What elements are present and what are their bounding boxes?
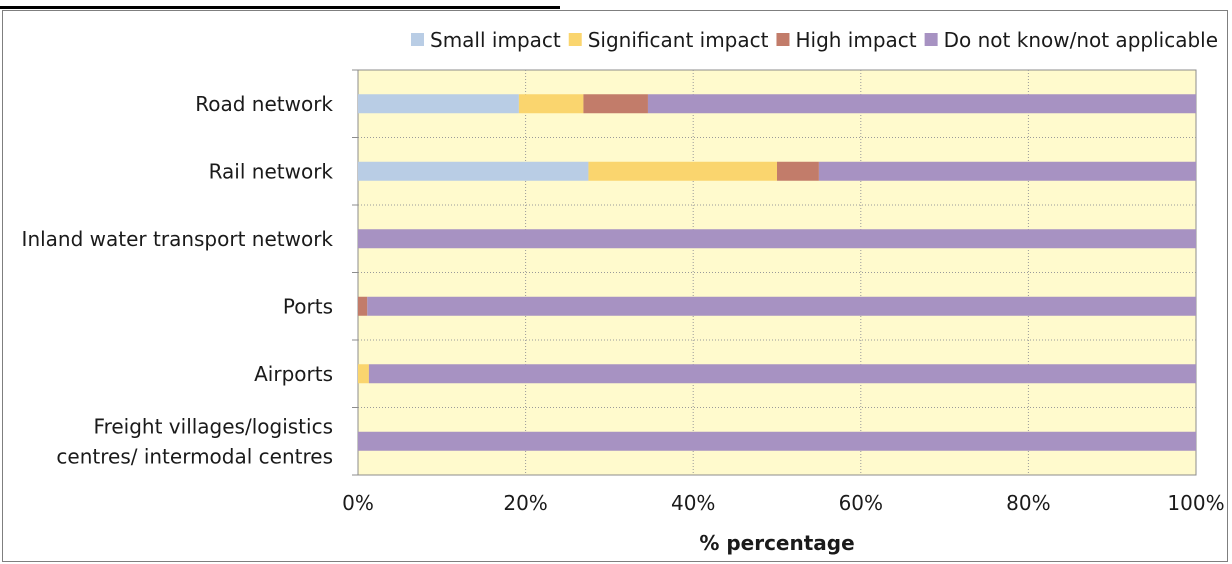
legend-swatch bbox=[924, 33, 938, 46]
bar-segment-do-not-know-not-applicable bbox=[358, 431, 1196, 451]
x-axis-label: % percentage bbox=[699, 531, 854, 555]
bar-segment-do-not-know-not-applicable bbox=[818, 161, 1196, 181]
legend-label: Significant impact bbox=[588, 28, 769, 52]
category-label: centres/ intermodal centres bbox=[56, 444, 333, 468]
x-tick-label: 100% bbox=[1167, 491, 1224, 515]
bar-segment-do-not-know-not-applicable bbox=[647, 94, 1196, 114]
bar-segment-do-not-know-not-applicable bbox=[368, 364, 1196, 384]
x-tick-label: 40% bbox=[671, 491, 715, 515]
category-label: Airports bbox=[254, 362, 333, 386]
legend-item: High impact bbox=[776, 28, 917, 52]
bar-segment-do-not-know-not-applicable bbox=[367, 296, 1196, 316]
legend: Small impact Significant impact High impac… bbox=[411, 28, 1218, 52]
x-tick-label: 80% bbox=[1006, 491, 1050, 515]
legend-item: Significant impact bbox=[568, 28, 769, 52]
legend-label: Do not know/not applicable bbox=[944, 28, 1218, 52]
legend-swatch bbox=[776, 33, 790, 46]
bars bbox=[358, 94, 1196, 451]
bar-segment-significant-impact bbox=[518, 94, 584, 114]
category-label: Inland water transport network bbox=[22, 227, 334, 251]
category-label: Rail network bbox=[209, 159, 334, 183]
bar-segment-small-impact bbox=[358, 94, 519, 114]
legend-swatch bbox=[411, 33, 424, 46]
x-tick-label: 0% bbox=[342, 491, 374, 515]
x-tick-label: 60% bbox=[839, 491, 883, 515]
bar-segment-significant-impact bbox=[358, 364, 369, 384]
legend-swatch bbox=[568, 33, 582, 46]
plot-area bbox=[357, 69, 1197, 476]
legend-item: Do not know/not applicable bbox=[924, 28, 1218, 52]
x-tick-label: 20% bbox=[503, 491, 547, 515]
category-label: Freight villages/logistics bbox=[94, 414, 333, 438]
x-tick-labels: 0% 20% 40% 60% 80% 100% bbox=[342, 491, 1224, 515]
category-labels: Road network Rail network Inland water tra… bbox=[22, 92, 334, 469]
legend-label: Small impact bbox=[430, 28, 561, 52]
bar-segment-high-impact bbox=[583, 94, 648, 114]
category-label: Road network bbox=[195, 92, 333, 116]
grid-lines bbox=[352, 69, 1196, 476]
legend-label: High impact bbox=[795, 28, 916, 52]
bar-segment-significant-impact bbox=[588, 161, 777, 181]
title-underline bbox=[0, 0, 560, 9]
bar-segment-small-impact bbox=[358, 161, 589, 181]
legend-item: Small impact bbox=[411, 28, 561, 52]
bar-segment-high-impact bbox=[777, 161, 819, 181]
category-label: Ports bbox=[283, 294, 333, 318]
bar-segment-do-not-know-not-applicable bbox=[358, 229, 1196, 249]
bar-segment-high-impact bbox=[358, 296, 368, 316]
